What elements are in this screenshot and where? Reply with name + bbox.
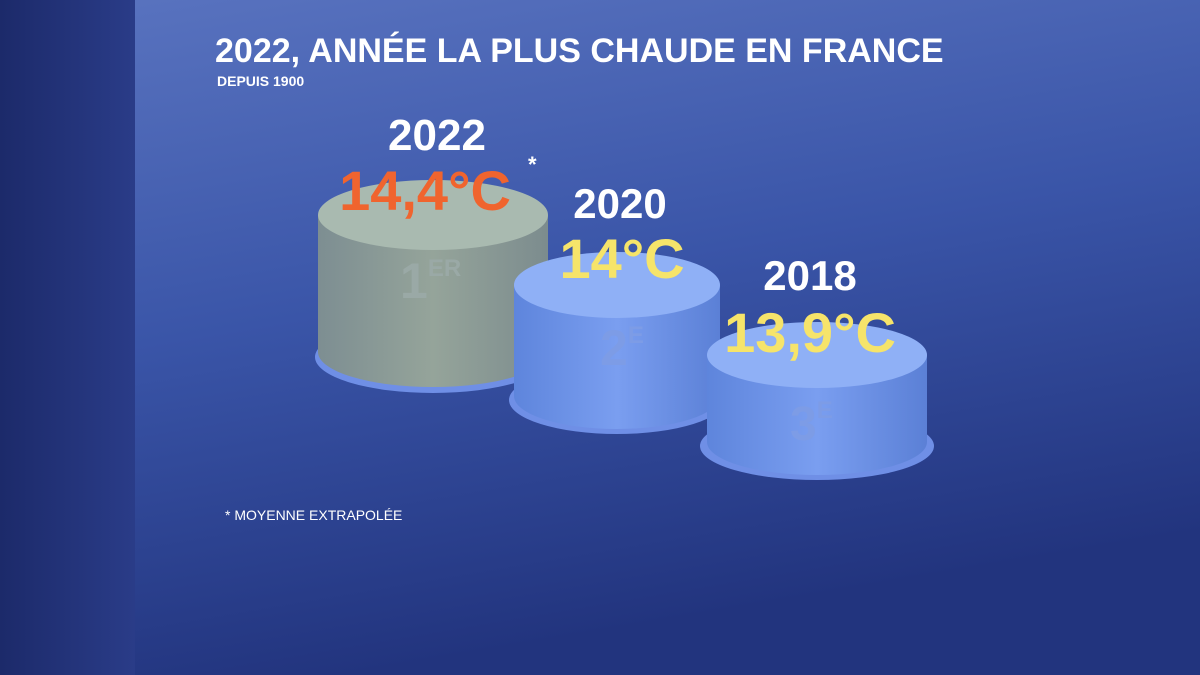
- podium-body: [318, 215, 548, 387]
- temperature: 14°C: [559, 227, 684, 290]
- subtitle: DEPUIS 1900: [217, 73, 304, 89]
- rank: 3E: [790, 397, 833, 451]
- title: 2022, ANNÉE LA PLUS CHAUDE EN FRANCE: [215, 32, 944, 70]
- year: 2018: [763, 252, 856, 299]
- podium-1: 1ER: [315, 180, 551, 393]
- podium-body: [514, 285, 720, 429]
- footnote: * MOYENNE EXTRAPOLÉE: [225, 507, 402, 523]
- temperature: 13,9°C: [724, 301, 896, 364]
- side-band: [0, 0, 135, 675]
- podium-top: [318, 180, 548, 250]
- rank: 1ER: [400, 253, 461, 309]
- temperature: 14,4°C: [339, 159, 511, 222]
- podium-body: [707, 355, 927, 475]
- podium-2: 2E: [509, 252, 725, 434]
- asterisk: *: [528, 152, 537, 177]
- podium-top: [707, 322, 927, 388]
- podium-top: [514, 252, 720, 318]
- year: 2020: [573, 180, 666, 227]
- podium-3: 3E: [700, 322, 934, 480]
- year: 2022: [388, 111, 486, 160]
- rank: 2E: [600, 320, 644, 376]
